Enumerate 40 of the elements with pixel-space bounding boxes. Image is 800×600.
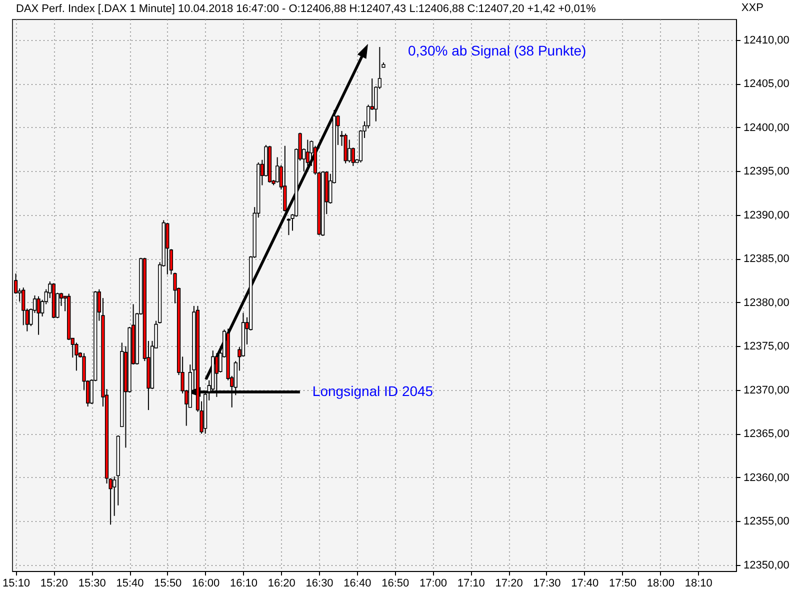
x-tick-label: 18:00 <box>646 578 674 590</box>
x-tick-label: 16:00 <box>192 578 220 590</box>
chart-title: DAX Perf. Index [.DAX 1 Minute] 10.04.2018 16:47:00 - O:12406,88 H:12407,43 L:12406,88 C:12407,20 +1,42 +0,01% <box>16 3 596 16</box>
y-tick-label: 12365,00 <box>744 428 790 440</box>
y-tick-label: 12380,00 <box>744 296 790 309</box>
x-tick-label: 15:10 <box>2 578 30 590</box>
y-tick-label: 12375,00 <box>744 340 790 353</box>
y-tick-label: 12350,00 <box>744 559 790 572</box>
y-tick-label: 12385,00 <box>744 253 790 266</box>
x-tick-label: 17:10 <box>457 578 485 590</box>
y-tick-label: 12370,00 <box>744 384 790 396</box>
x-tick-label: 16:50 <box>382 578 410 590</box>
y-tick-label: 12390,00 <box>744 209 790 222</box>
annotation: Longsignal ID 2045 <box>312 382 434 399</box>
y-tick-label: 12395,00 <box>744 166 790 178</box>
x-tick-label: 17:40 <box>571 578 599 590</box>
x-tick-label: 15:20 <box>40 578 68 590</box>
x-tick-label: 17:50 <box>609 578 637 590</box>
candlestick <box>348 139 352 163</box>
x-tick-label: 15:30 <box>78 578 106 590</box>
y-tick-label: 12410,00 <box>744 34 790 46</box>
candlestick <box>286 218 291 236</box>
x-tick-label: 15:40 <box>116 578 144 590</box>
y-tick-label: 12355,00 <box>744 516 790 528</box>
y-tick-label: 12405,00 <box>744 78 790 90</box>
x-tick-label: 16:20 <box>268 578 296 590</box>
annotation: 0,30% ab Signal (38 Punkte) <box>408 42 586 59</box>
candlestick <box>36 296 40 336</box>
x-tick-label: 16:10 <box>230 578 258 590</box>
x-tick-label: 18:10 <box>684 578 712 590</box>
x-tick-label: 17:20 <box>495 578 523 590</box>
x-tick-label: 16:30 <box>306 578 334 590</box>
x-tick-label: 17:30 <box>533 578 561 590</box>
y-tick-label: 12400,00 <box>744 122 790 134</box>
y-tick-label: 12360,00 <box>744 472 790 484</box>
x-tick-label: 15:50 <box>154 578 182 590</box>
candlestick <box>74 342 78 372</box>
x-tick-label: 16:40 <box>344 578 372 590</box>
x-tick-label: 17:00 <box>419 578 448 590</box>
text: XXP <box>741 2 764 14</box>
